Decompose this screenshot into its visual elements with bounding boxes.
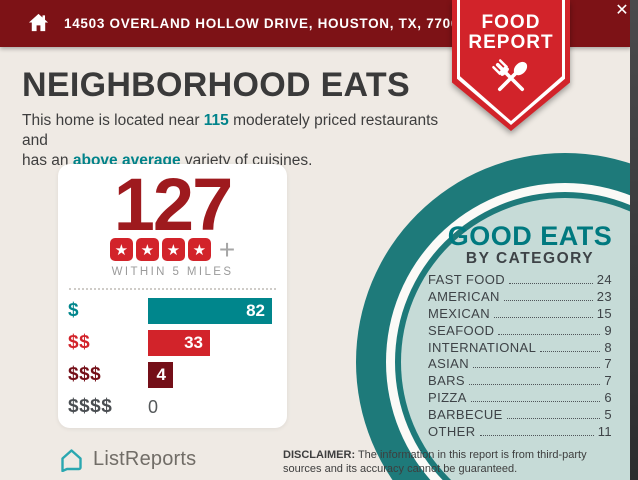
food-report-badge: FOOD REPORT <box>452 0 570 131</box>
badge-line2: REPORT <box>468 32 554 53</box>
desc-part2: moderately priced restaurants and <box>22 112 439 150</box>
category-label: FAST FOOD <box>428 272 506 287</box>
category-count: 24 <box>596 272 612 287</box>
window-edge-strip <box>630 0 638 480</box>
good-eats-title: GOOD EATS <box>447 221 613 251</box>
category-label: BARBECUE <box>428 407 503 423</box>
list-item: OTHER 11 <box>428 424 612 441</box>
list-item: SEAFOOD 9 <box>428 323 612 340</box>
close-icon[interactable]: ✕ <box>615 2 629 19</box>
category-label: PIZZA <box>428 390 467 406</box>
list-item: BARS 7 <box>428 373 612 390</box>
dotted-divider <box>69 288 276 290</box>
good-eats-subtitle: BY CATEGORY <box>465 250 595 267</box>
dot-leader <box>469 384 601 386</box>
restaurant-count: 115 <box>203 112 229 129</box>
category-count: 8 <box>604 339 612 355</box>
dot-leader <box>540 350 601 352</box>
page-title: NEIGHBORHOOD EATS <box>22 66 410 104</box>
disclaimer-label: DISCLAIMER: <box>283 449 356 461</box>
list-item: BARBECUE 5 <box>428 407 612 424</box>
logo-text: ListReports <box>93 448 197 470</box>
dot-leader <box>494 316 593 318</box>
rating-stars: ★ ★ ★ ★ + <box>58 233 287 265</box>
category-count: 15 <box>596 305 612 321</box>
category-label: AMERICAN <box>428 288 500 304</box>
dot-leader <box>506 418 601 420</box>
dot-leader <box>479 435 594 437</box>
badge-line1: FOOD <box>481 12 541 33</box>
dot-leader <box>498 333 601 335</box>
category-count: 5 <box>604 407 612 423</box>
category-label: OTHER <box>428 424 476 440</box>
category-label: INTERNATIONAL <box>428 339 537 355</box>
price-label: $$ <box>68 332 91 353</box>
list-item: INTERNATIONAL 8 <box>428 340 612 357</box>
price-bar-chart: $ 82 $$ 33 $$$ 4 $$$$ 0 <box>68 298 278 426</box>
page-description: This home is located near 115 moderately… <box>22 111 462 171</box>
listreports-house-icon <box>61 449 82 472</box>
listreports-logo: ListReports <box>58 447 196 472</box>
category-list: FAST FOOD 24 AMERICAN 23 MEXICAN 15 SEAFOOD… <box>428 272 612 441</box>
star-icon: ★ <box>135 238 159 261</box>
category-count: 11 <box>597 424 612 440</box>
desc-part1: This home is located near <box>22 112 204 129</box>
total-restaurants: 127 <box>113 163 233 246</box>
list-item: AMERICAN 23 <box>428 289 612 306</box>
bar-value: 33 <box>148 330 210 356</box>
desc-part3: has an <box>22 152 73 170</box>
bar-value: 82 <box>148 298 272 324</box>
restaurant-stats-card: 127 ★ ★ ★ ★ + WITHIN 5 MILES $ 82 $$ 33 … <box>58 164 287 428</box>
price-bar-row: $$$ 4 <box>68 362 278 388</box>
bar-value: 0 <box>148 396 159 417</box>
bar-value: 4 <box>148 362 173 388</box>
dot-leader <box>470 401 601 403</box>
category-label: MEXICAN <box>428 305 491 321</box>
star-icon: ★ <box>187 238 211 261</box>
radius-label: WITHIN 5 MILES <box>111 266 234 278</box>
category-label: SEAFOOD <box>428 322 495 338</box>
dot-leader <box>503 299 593 301</box>
price-bar-row: $ 82 <box>68 298 278 324</box>
price-label: $$$ <box>68 364 102 385</box>
list-item: ASIAN 7 <box>428 356 612 373</box>
price-label: $ <box>68 300 80 321</box>
category-count: 7 <box>604 373 612 389</box>
plus-icon: + <box>218 233 236 265</box>
category-count: 23 <box>596 288 612 304</box>
disclaimer: DISCLAIMER: The information in this repo… <box>283 448 617 477</box>
star-icon: ★ <box>161 238 185 261</box>
dot-leader <box>509 283 593 284</box>
disclaimer-text: The information in this report is from t… <box>283 449 587 476</box>
list-item: MEXICAN 15 <box>428 306 612 323</box>
utensils-icon <box>492 59 528 92</box>
dot-leader <box>473 367 601 369</box>
price-bar-row: $$$$ 0 <box>68 394 278 420</box>
list-item: PIZZA 6 <box>428 390 612 407</box>
category-count: 6 <box>604 390 612 406</box>
category-count: 7 <box>604 356 612 372</box>
property-address: 14503 OVERLAND HOLLOW DRIVE, HOUSTON, TX… <box>64 16 468 31</box>
price-bar-row: $$ 33 <box>68 330 278 356</box>
category-label: BARS <box>428 373 466 389</box>
list-item: FAST FOOD 24 <box>428 272 612 289</box>
price-label: $$$$ <box>68 396 113 417</box>
category-count: 9 <box>604 322 612 338</box>
category-label: ASIAN <box>428 356 470 372</box>
home-icon <box>28 13 49 32</box>
star-icon: ★ <box>109 238 133 261</box>
